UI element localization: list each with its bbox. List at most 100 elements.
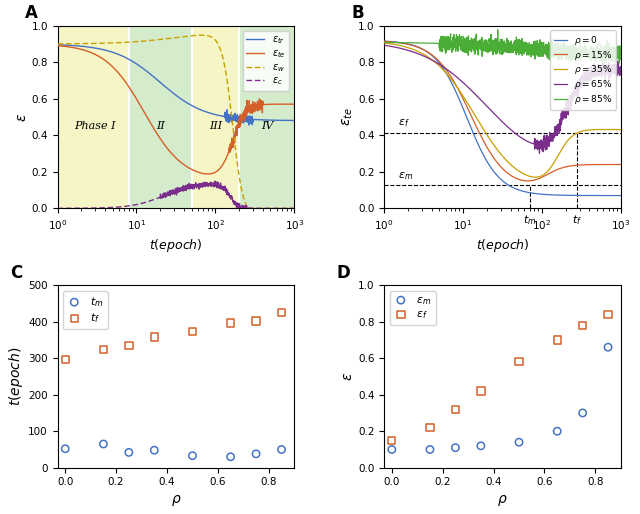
Text: $t_f$: $t_f$ <box>572 213 582 227</box>
$\rho = 65\%$ <box>610 64 618 70</box>
$\rho = 35\%$ <box>380 40 388 46</box>
$\epsilon_f$ <box>476 387 486 395</box>
Text: C: C <box>10 264 22 282</box>
$t_m$ <box>60 445 70 453</box>
Text: A: A <box>24 5 37 23</box>
$t_m$ <box>99 440 109 448</box>
$\rho = 15\%$ <box>489 154 497 160</box>
Bar <box>129 26 191 208</box>
$\rho = 35\%$ <box>610 126 618 133</box>
$\epsilon_f$ <box>387 436 397 445</box>
$\rho = 0$ <box>489 168 497 174</box>
$\epsilon_m$ <box>476 442 486 450</box>
Text: $t_m$: $t_m$ <box>523 213 536 227</box>
Line: $\rho = 85\%$: $\rho = 85\%$ <box>384 30 621 64</box>
$\rho = 65\%$ <box>610 64 618 70</box>
Bar <box>239 26 294 208</box>
$t_f$ <box>149 333 159 341</box>
$\rho = 15\%$ <box>380 38 388 44</box>
$\rho = 65\%$ <box>489 109 497 116</box>
$\rho = 15\%$ <box>392 39 400 45</box>
Legend: $\rho = 0$, $\rho = 15\%$, $\rho = 35\%$, $\rho = 65\%$, $\rho = 85\%$: $\rho = 0$, $\rho = 15\%$, $\rho = 35\%$… <box>550 30 616 109</box>
$\rho = 85\%$ <box>392 40 400 46</box>
$\epsilon_f$ <box>451 405 461 413</box>
$t_f$ <box>276 308 287 317</box>
$\rho = 85\%$ <box>494 27 502 33</box>
Text: D: D <box>337 264 351 282</box>
$\rho = 35\%$ <box>617 126 625 133</box>
Y-axis label: $\epsilon$: $\epsilon$ <box>15 113 29 121</box>
Y-axis label: $\epsilon_{te}$: $\epsilon_{te}$ <box>340 107 355 126</box>
Line: $\rho = 65\%$: $\rho = 65\%$ <box>384 45 621 153</box>
X-axis label: $t(epoch)$: $t(epoch)$ <box>476 237 529 254</box>
$\rho = 15\%$ <box>524 178 532 184</box>
$\epsilon_m$ <box>603 343 613 351</box>
$\rho = 35\%$ <box>495 149 503 155</box>
X-axis label: $\rho$: $\rho$ <box>497 493 508 508</box>
X-axis label: $\rho$: $\rho$ <box>171 493 181 508</box>
$t_m$ <box>276 445 287 453</box>
$t_m$ <box>124 448 134 456</box>
Legend: $t_m$, $t_f$: $t_m$, $t_f$ <box>63 290 108 329</box>
$t_f$ <box>251 317 261 325</box>
$t_f$ <box>124 341 134 350</box>
$t_m$ <box>149 446 159 454</box>
$\epsilon_f$ <box>552 336 563 344</box>
$t_f$ <box>188 327 198 336</box>
Bar <box>191 26 239 208</box>
$\rho = 15\%$ <box>610 161 618 168</box>
$\epsilon_m$ <box>451 444 461 452</box>
$t_m$ <box>225 453 236 461</box>
Line: $\rho = 35\%$: $\rho = 35\%$ <box>384 43 621 177</box>
$\rho = 85\%$ <box>495 43 503 49</box>
$\rho = 85\%$ <box>600 61 607 67</box>
$\rho = 85\%$ <box>610 49 618 56</box>
$\rho = 0$ <box>617 192 625 198</box>
Bar <box>58 26 129 208</box>
$t_f$ <box>60 355 70 363</box>
Line: $\rho = 0$: $\rho = 0$ <box>384 41 621 195</box>
$\rho = 15\%$ <box>617 161 625 168</box>
$\rho = 65\%$ <box>392 44 400 50</box>
$\epsilon_m$ <box>387 445 397 453</box>
$t_f$ <box>99 345 109 354</box>
$\rho = 35\%$ <box>392 42 400 48</box>
Text: $\epsilon_m$: $\epsilon_m$ <box>398 170 413 182</box>
$\rho = 0$ <box>380 38 388 44</box>
$\epsilon_m$ <box>552 427 563 435</box>
$\rho = 35\%$ <box>567 135 575 141</box>
$\epsilon_m$ <box>577 409 588 417</box>
$\rho = 0$ <box>392 39 400 45</box>
$t_m$ <box>188 452 198 460</box>
$\rho = 0$ <box>610 192 618 198</box>
$\rho = 65\%$ <box>495 116 503 122</box>
$\rho = 65\%$ <box>617 68 625 75</box>
$\epsilon_f$ <box>425 424 435 432</box>
$\rho = 15\%$ <box>610 161 618 168</box>
$\rho = 65\%$ <box>380 42 388 48</box>
$\rho = 85\%$ <box>617 49 625 55</box>
$\rho = 0$ <box>566 192 574 198</box>
$\rho = 85\%$ <box>567 52 575 58</box>
Legend: $\epsilon_{tr}$, $\epsilon_{te}$, $\epsilon_w$, $\epsilon_c$: $\epsilon_{tr}$, $\epsilon_{te}$, $\epsi… <box>243 30 289 91</box>
$t_m$ <box>251 450 261 458</box>
$t_f$ <box>225 319 236 327</box>
$\rho = 85\%$ <box>380 40 388 46</box>
$\rho = 0$ <box>495 175 503 181</box>
$\rho = 35\%$ <box>610 126 618 133</box>
$\rho = 65\%$ <box>567 106 575 112</box>
$\epsilon_m$ <box>425 445 435 453</box>
$\rho = 15\%$ <box>495 162 503 168</box>
Text: B: B <box>351 5 364 23</box>
Legend: $\epsilon_m$, $\epsilon_f$: $\epsilon_m$, $\epsilon_f$ <box>390 290 436 325</box>
X-axis label: $t(epoch)$: $t(epoch)$ <box>149 237 203 254</box>
$\epsilon_f$ <box>514 358 524 366</box>
Text: III: III <box>209 121 222 131</box>
Text: Phase I: Phase I <box>74 121 116 131</box>
$\epsilon_f$ <box>603 310 613 318</box>
Text: IV: IV <box>260 121 273 131</box>
$\rho = 15\%$ <box>567 163 575 169</box>
Line: $\rho = 15\%$: $\rho = 15\%$ <box>384 41 621 181</box>
Text: II: II <box>156 121 164 131</box>
$\rho = 0$ <box>610 192 618 198</box>
